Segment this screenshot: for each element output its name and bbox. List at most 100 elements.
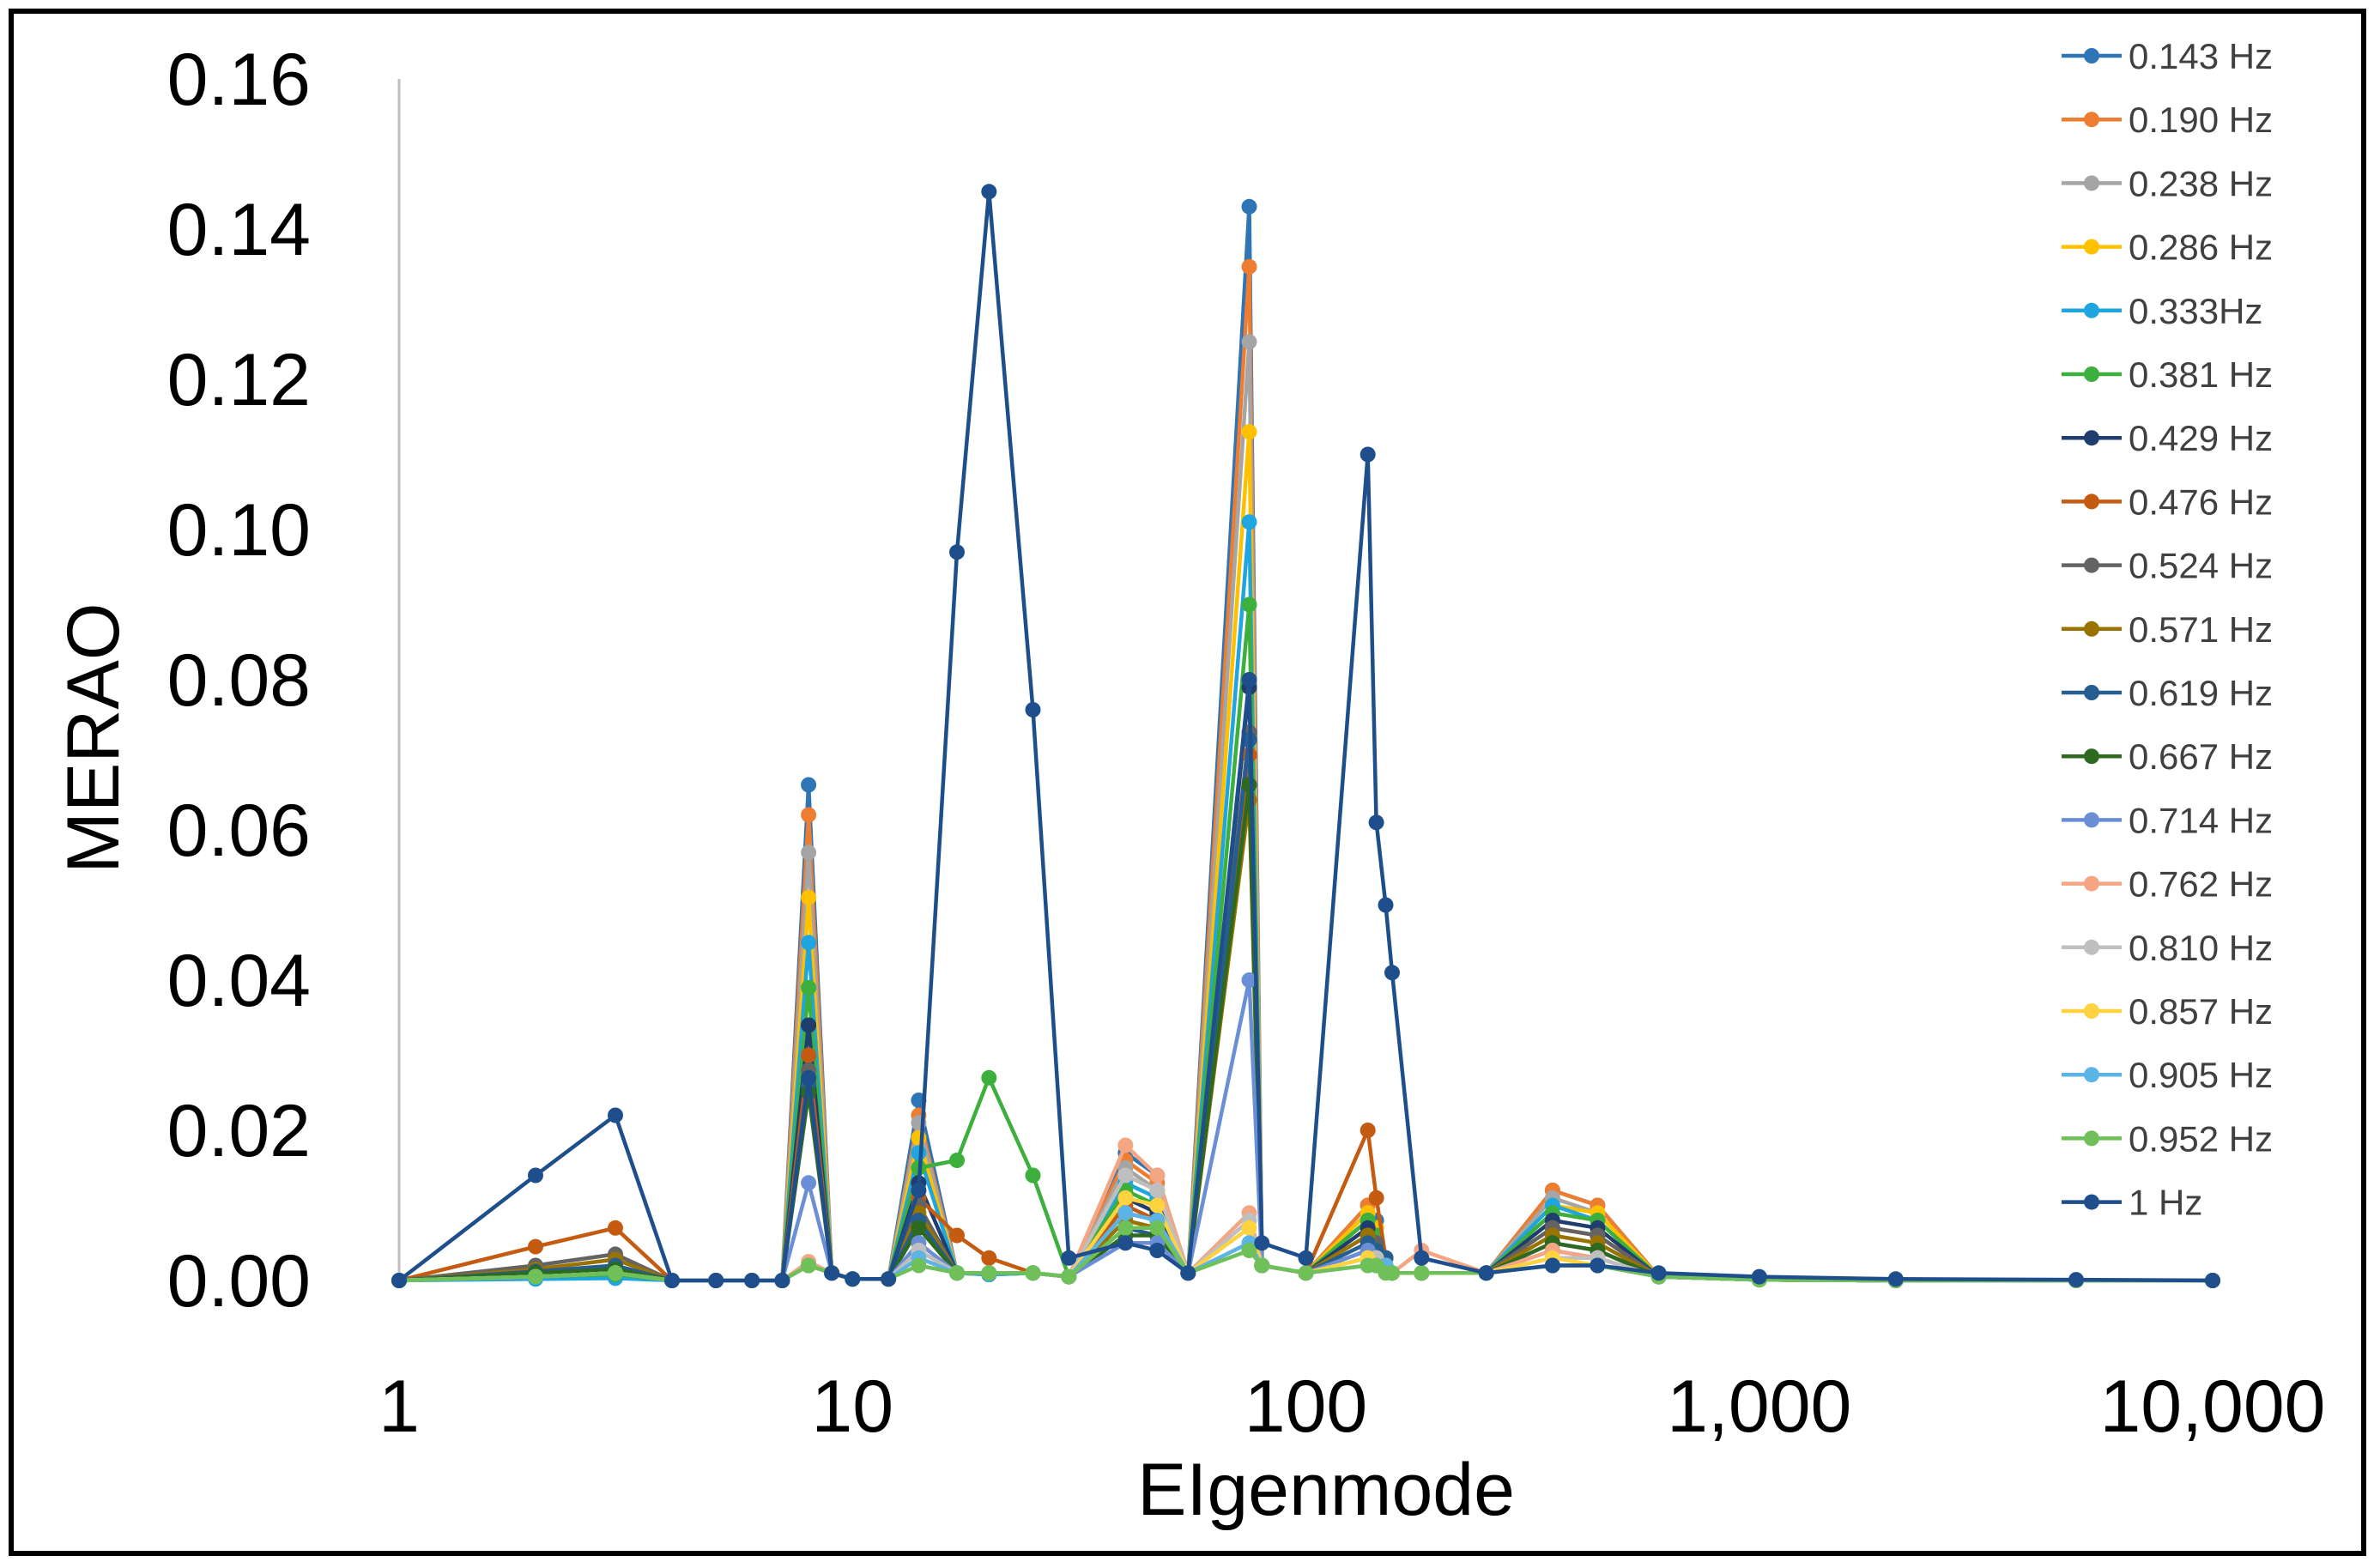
data-point [608,1265,623,1281]
data-point [744,1273,760,1288]
data-point [774,1273,790,1288]
x-tick-label: 10 [811,1365,893,1448]
data-point [1117,1190,1134,1206]
legend-label: 0.143 Hz [2129,36,2273,76]
data-point [1117,1167,1134,1184]
series-18 [391,184,2220,1288]
legend-swatch-marker [2084,1130,2099,1147]
data-point [911,1183,927,1198]
data-point [1241,198,1257,215]
legend-swatch-marker [2084,621,2099,637]
legend-item: 0.381 Hz [2062,354,2273,395]
data-point [1025,702,1041,717]
data-point [1368,1190,1384,1206]
legend-swatch-marker [2084,366,2099,382]
data-point [1025,1265,1041,1281]
chart-frame [9,9,2366,1556]
x-tick-label: 100 [1245,1365,1368,1448]
legend-label: 0.190 Hz [2129,100,2273,140]
series-line [398,340,2213,1283]
data-point [801,979,817,996]
legend-item: 0.238 Hz [2062,163,2273,203]
data-point [845,1271,861,1287]
legend-swatch-marker [2084,1003,2099,1019]
data-point [1025,1167,1041,1184]
y-tick-label: 0.12 [167,339,311,421]
y-tick-label: 0.02 [167,1090,311,1172]
x-tick-label: 1 [378,1365,420,1448]
legend-swatch-marker [2084,812,2099,828]
y-tick-label: 0.14 [167,189,311,271]
data-point [801,777,817,793]
data-point [911,1220,927,1236]
legend-swatch-marker [2084,1067,2099,1083]
series-line [398,783,2213,1283]
legend-swatch-marker [2084,430,2099,446]
legend-label: 0.286 Hz [2129,227,2273,268]
data-point [1149,1243,1166,1258]
series-4 [391,514,2220,1288]
legend-item: 0.429 Hz [2062,418,2273,458]
y-tick-label: 0.16 [167,39,311,121]
data-point [801,935,817,951]
data-point [981,184,997,200]
legend-item: 0.762 Hz [2062,864,2273,905]
legend-label: 0.857 Hz [2129,991,2273,1032]
data-point [801,1069,817,1086]
legend-swatch-marker [2084,748,2099,765]
data-point [1241,514,1257,530]
data-point [1254,1235,1270,1251]
data-point [391,1273,407,1288]
legend-label: 0.714 Hz [2129,800,2273,840]
data-point [1368,814,1384,831]
data-point [1360,446,1376,463]
data-point [1887,1271,1904,1287]
data-point [824,1265,840,1281]
series-line [398,737,2213,1283]
data-point [1241,424,1257,440]
data-point [1298,1250,1314,1266]
series-9 [391,792,2220,1288]
data-point [1149,1197,1166,1214]
legend-item: 0.190 Hz [2062,100,2273,140]
data-point [1414,1265,1430,1281]
y-axis-title: MERAO [52,602,135,873]
legend-swatch-marker [2084,302,2099,318]
series-line [398,753,2213,1283]
legend-swatch-marker [2084,493,2099,510]
legend-label: 0.810 Hz [2129,928,2273,968]
legend-item: 0.905 Hz [2062,1055,2273,1095]
series-line [398,429,2213,1283]
series-line [398,204,2213,1283]
data-point [1298,1265,1314,1281]
legend-label: 0.381 Hz [2129,354,2273,395]
x-tick-labels: 1 10 100 1,000 10,000 [378,1365,2325,1448]
legend-swatch-marker [2084,685,2099,700]
legend-swatch-marker [2084,175,2099,191]
data-point [1241,672,1257,687]
data-point [1241,972,1257,988]
series-line [398,520,2213,1283]
legend-label: 0.952 Hz [2129,1118,2273,1159]
data-point [1378,897,1394,913]
legend-item: 0.619 Hz [2062,673,2273,713]
legend-label: 0.619 Hz [2129,673,2273,713]
data-point [801,845,817,861]
legend-swatch-marker [2084,1194,2099,1210]
data-point [881,1271,897,1287]
data-point [1241,777,1257,793]
data-point [1149,1220,1166,1236]
series-8 [391,724,2220,1288]
data-point [1180,1265,1196,1281]
data-point [1360,1123,1376,1138]
data-point [528,1167,543,1184]
series-layer [391,184,2220,1288]
legend-swatch-marker [2084,48,2099,64]
data-point [708,1273,724,1288]
legend-item: 0.333Hz [2062,291,2262,331]
data-point [1149,1167,1166,1184]
y-tick-label: 0.00 [167,1240,311,1323]
series-0 [391,198,2220,1288]
data-point [1590,1257,1606,1274]
legend-label: 0.667 Hz [2129,736,2273,777]
